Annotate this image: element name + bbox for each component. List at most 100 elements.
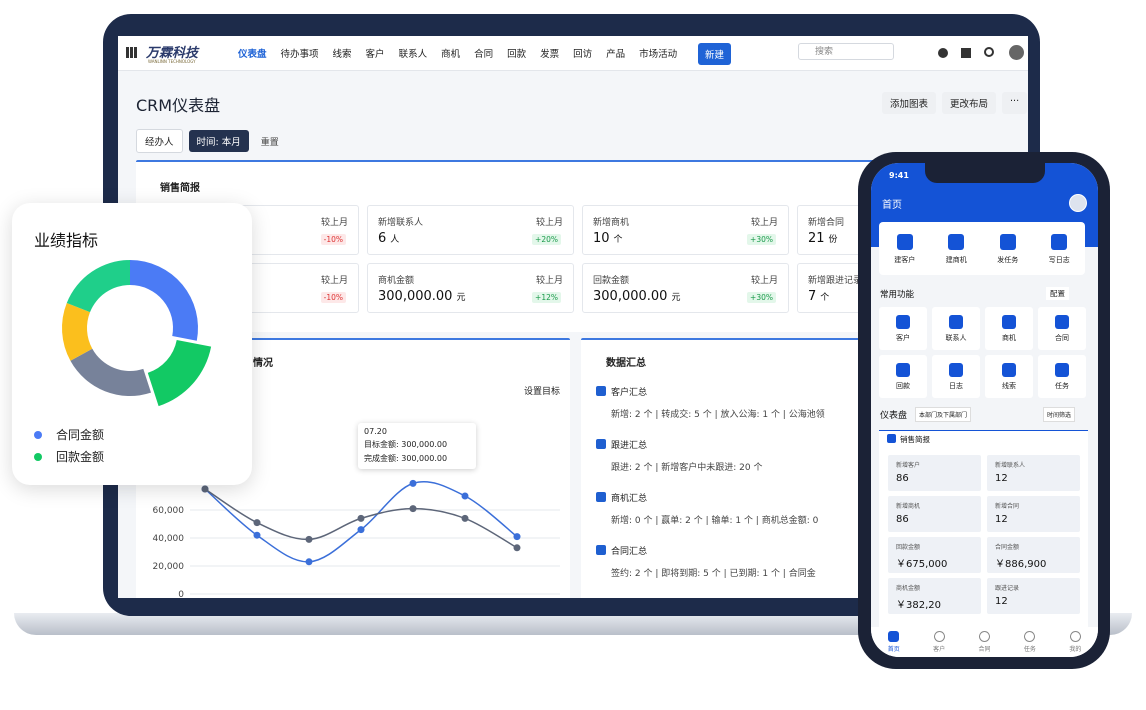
tab-label: 客户 (933, 646, 946, 653)
card-change: +30% (747, 234, 776, 245)
brand: 万霖科技 (146, 46, 199, 61)
nav-item[interactable]: 商机 (441, 49, 461, 60)
quick-action[interactable]: 建商机 (931, 222, 983, 275)
quick-actions: 建客户 建商机 发任务 写日志 (879, 222, 1085, 275)
tab[interactable]: 任务 (1007, 627, 1052, 657)
section-line: 新增: 2 个 | 转成交: 5 个 | 放入公海: 1 个 | 公海池领 (611, 410, 825, 420)
tooltip-row: 完成金额: 300,000.00 (364, 454, 448, 463)
phone-card-value: ￥675,000 (896, 559, 948, 570)
card-label: 商机金额 (378, 276, 415, 286)
function-tile[interactable]: 联系人 (932, 307, 980, 350)
phone-card: 商机金额 ￥382,20 (888, 578, 981, 614)
phone-card-label: 新增合同 (995, 503, 1020, 510)
icon (896, 363, 910, 377)
quick-action[interactable]: 写日志 (1034, 222, 1086, 275)
icon (1002, 363, 1016, 377)
avatar[interactable] (1069, 194, 1087, 212)
line-point (357, 526, 365, 534)
icon[interactable] (938, 48, 948, 58)
section-title: 跟进汇总 (611, 441, 648, 451)
tab[interactable]: 客户 (916, 627, 961, 657)
set-goal[interactable]: 设置目标 (524, 387, 561, 397)
function-label: 合同 (1055, 334, 1069, 342)
tooltip-row: 目标金额: 300,000.00 (364, 440, 448, 449)
tab[interactable]: 首页 (871, 627, 916, 657)
function-tile[interactable]: 回款 (879, 355, 927, 398)
card-unit: 份 (828, 235, 838, 245)
nav-item[interactable]: 回款 (507, 49, 527, 60)
quick-action[interactable]: 发任务 (982, 222, 1034, 275)
stat-card: 新增商机 10 个 较上月 +30% (582, 205, 789, 255)
new-button[interactable]: 新建 (698, 43, 732, 65)
icon (1002, 315, 1016, 329)
section-title: 客户汇总 (611, 388, 648, 398)
function-tile[interactable]: 任务 (1038, 355, 1086, 398)
page-title: CRM仪表盘 (136, 96, 221, 115)
action-button[interactable]: 更改布局 (942, 92, 997, 114)
donut-segment (130, 260, 198, 341)
kpi-title: 业绩指标 (34, 231, 99, 250)
filter[interactable]: 经办人 (136, 129, 183, 153)
nav-item[interactable]: 合同 (474, 49, 494, 60)
brand-sub: WANLINN TECHNOLOGY (148, 59, 196, 64)
phone-card-label: 合同金额 (995, 544, 1020, 551)
tab[interactable]: 我的 (1053, 627, 1098, 657)
card-label: 新增合同 (808, 218, 845, 228)
quick-label: 发任务 (997, 256, 1019, 264)
nav-item[interactable]: 客户 (365, 49, 385, 60)
card-number: 300,000.00 (593, 289, 668, 304)
function-tile[interactable]: 合同 (1038, 307, 1086, 350)
function-label: 日志 (949, 382, 963, 390)
y-tick-label: 40,000 (153, 534, 185, 544)
phone-card-value: 12 (995, 514, 1008, 525)
nav-item[interactable]: 发票 (540, 49, 560, 60)
function-tile[interactable]: 日志 (932, 355, 980, 398)
filter[interactable]: 时间: 本月 (188, 130, 249, 152)
nav-item[interactable]: 回访 (573, 49, 593, 60)
function-tile[interactable]: 客户 (879, 307, 927, 350)
tab[interactable]: 合同 (962, 627, 1007, 657)
card-unit: 人 (390, 235, 400, 245)
time-select[interactable]: 时间筛选 (1043, 407, 1076, 422)
function-tile[interactable]: 线索 (985, 355, 1033, 398)
function-label: 线索 (1002, 382, 1016, 390)
search-box[interactable]: 搜索 (798, 43, 894, 60)
nav-item[interactable]: 产品 (606, 49, 626, 60)
tab-label: 合同 (978, 646, 991, 653)
avatar[interactable] (1009, 45, 1024, 60)
icon (949, 363, 963, 377)
dept-select[interactable]: 本部门及下属部门 (915, 407, 972, 422)
nav-item[interactable]: 线索 (332, 49, 352, 60)
nav-items: 仪表盘 待办事项 线索 客户 联系人 商机 合同 回款 发票 回访 产品 市场活动 (238, 46, 677, 60)
icon[interactable] (984, 47, 994, 57)
donut-segment (147, 340, 212, 407)
function-tile[interactable]: 商机 (985, 307, 1033, 350)
action-button[interactable]: ··· (1002, 92, 1028, 114)
config[interactable]: 配置 (1046, 287, 1069, 300)
icon (1069, 631, 1081, 642)
nav-item[interactable]: 市场活动 (639, 49, 678, 60)
filter[interactable]: 重置 (260, 137, 279, 148)
phone-card-label: 新增商机 (896, 503, 921, 510)
line-point (409, 479, 417, 487)
nav-item[interactable]: 联系人 (398, 49, 428, 60)
icon[interactable] (961, 48, 971, 58)
phone-card: 新增合同 12 (987, 496, 1080, 532)
quick-action[interactable]: 建客户 (879, 222, 931, 275)
card-compare: 较上月 (535, 276, 563, 286)
nav-item[interactable]: 待办事项 (280, 49, 319, 60)
card-compare: 较上月 (750, 218, 778, 228)
card-change: -10% (320, 292, 346, 303)
phone-card: 新增商机 86 (888, 496, 981, 532)
stat-card: 新增联系人 6 人 较上月 +20% (367, 205, 574, 255)
kpi-card: 业绩指标 合同金额 回款金额 (12, 203, 252, 485)
apps-icon[interactable] (126, 47, 137, 58)
panel-title: 销售简报 (160, 183, 200, 194)
tab-label: 任务 (1023, 646, 1036, 653)
action-button[interactable]: 添加图表 (882, 92, 937, 114)
card-value: 300,000.00 元 (593, 289, 680, 304)
phone-card-label: 新增客户 (896, 462, 921, 469)
nav-item[interactable]: 仪表盘 (238, 49, 267, 60)
